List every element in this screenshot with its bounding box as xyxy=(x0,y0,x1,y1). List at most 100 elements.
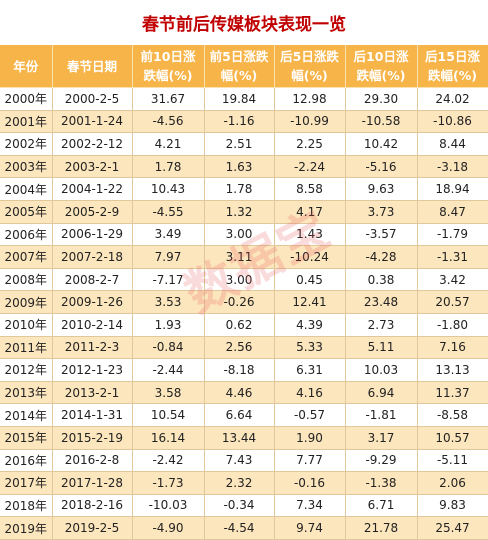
cell-year: 2009年 xyxy=(0,290,53,314)
cell-post15: 13.13 xyxy=(417,358,488,382)
cell-post10: 29.30 xyxy=(345,87,418,111)
cell-post15: -1.31 xyxy=(417,245,488,269)
cell-post5: 4.17 xyxy=(274,200,346,224)
cell-post10: -9.29 xyxy=(345,449,418,473)
cell-post5: -0.16 xyxy=(274,471,346,495)
cell-post10: 6.71 xyxy=(345,494,418,518)
cell-post15: 10.57 xyxy=(417,426,488,450)
cell-pre10: 1.93 xyxy=(132,313,205,337)
cell-year: 2005年 xyxy=(0,200,53,224)
table-row: 2005年 2005-2-9 -4.55 1.32 4.17 3.73 8.47 xyxy=(0,200,488,224)
table-title: 春节前后传媒板块表现一览 xyxy=(142,15,346,35)
cell-pre5: 2.32 xyxy=(204,471,275,495)
cell-post15: -1.80 xyxy=(417,313,488,337)
cell-date: 2011-2-3 xyxy=(52,336,133,360)
cell-post10: 3.17 xyxy=(345,426,418,450)
cell-year: 2007年 xyxy=(0,245,53,269)
cell-year: 2016年 xyxy=(0,449,53,473)
table-row: 2007年 2007-2-18 7.97 3.11 -10.24 -4.28 -1.31 xyxy=(0,245,488,269)
cell-post15: 8.47 xyxy=(417,200,488,224)
cell-post15: 3.42 xyxy=(417,268,488,292)
cell-post15: 18.94 xyxy=(417,177,488,201)
cell-post5: 1.43 xyxy=(274,223,346,247)
cell-post15: 25.47 xyxy=(417,516,488,540)
cell-post15: 8.44 xyxy=(417,132,488,156)
cell-pre5: 2.51 xyxy=(204,132,275,156)
cell-pre10: 10.54 xyxy=(132,403,205,427)
cell-post5: 9.74 xyxy=(274,516,346,540)
cell-pre5: -0.34 xyxy=(204,494,275,518)
table-row: 2008年 2008-2-7 -7.17 3.00 0.45 0.38 3.42 xyxy=(0,268,488,292)
cell-post15: -1.79 xyxy=(417,223,488,247)
cell-date: 2000-2-5 xyxy=(52,87,133,111)
cell-pre5: 0.62 xyxy=(204,313,275,337)
cell-post10: -10.58 xyxy=(345,110,418,134)
cell-pre5: 1.78 xyxy=(204,177,275,201)
cell-date: 2008-2-7 xyxy=(52,268,133,292)
cell-pre10: 3.53 xyxy=(132,290,205,314)
cell-post5: -2.24 xyxy=(274,155,346,179)
cell-pre10: -10.03 xyxy=(132,494,205,518)
cell-pre10: -4.90 xyxy=(132,516,205,540)
cell-post5: 12.41 xyxy=(274,290,346,314)
cell-year: 2008年 xyxy=(0,268,53,292)
cell-year: 2011年 xyxy=(0,336,53,360)
cell-date: 2013-2-1 xyxy=(52,381,133,405)
cell-year: 2013年 xyxy=(0,381,53,405)
cell-date: 2015-2-19 xyxy=(52,426,133,450)
table-row: 2001年 2001-1-24 -4.56 -1.16 -10.99 -10.58 -10.… xyxy=(0,110,488,134)
cell-post10: 10.42 xyxy=(345,132,418,156)
cell-post15: -5.11 xyxy=(417,449,488,473)
header-date: 春节日期 xyxy=(52,45,133,88)
header-pre10: 前10日涨 跌幅(%) xyxy=(132,45,205,88)
cell-post5: 6.31 xyxy=(274,358,346,382)
cell-post5: 7.34 xyxy=(274,494,346,518)
cell-date: 2002-2-12 xyxy=(52,132,133,156)
cell-post15: -3.18 xyxy=(417,155,488,179)
cell-year: 2012年 xyxy=(0,358,53,382)
cell-post10: -4.28 xyxy=(345,245,418,269)
cell-pre5: 3.11 xyxy=(204,245,275,269)
table-row: 2010年 2010-2-14 1.93 0.62 4.39 2.73 -1.80 xyxy=(0,313,488,337)
cell-pre5: 19.84 xyxy=(204,87,275,111)
cell-pre5: -1.16 xyxy=(204,110,275,134)
cell-pre10: -2.42 xyxy=(132,449,205,473)
cell-post5: 7.77 xyxy=(274,449,346,473)
table-row: 2000年 2000-2-5 31.67 19.84 12.98 29.30 24.02 xyxy=(0,87,488,111)
cell-post15: -10.86 xyxy=(417,110,488,134)
cell-post10: 23.48 xyxy=(345,290,418,314)
cell-pre5: 4.46 xyxy=(204,381,275,405)
cell-pre10: 3.49 xyxy=(132,223,205,247)
cell-post5: 1.90 xyxy=(274,426,346,450)
cell-post15: 11.37 xyxy=(417,381,488,405)
cell-post15: -8.58 xyxy=(417,403,488,427)
cell-date: 2014-1-31 xyxy=(52,403,133,427)
header-post10: 后10日涨 跌幅(%) xyxy=(345,45,418,88)
cell-year: 2019年 xyxy=(0,516,53,540)
table-row: 2003年 2003-2-1 1.78 1.63 -2.24 -5.16 -3.18 xyxy=(0,155,488,179)
cell-pre10: -4.55 xyxy=(132,200,205,224)
cell-date: 2005-2-9 xyxy=(52,200,133,224)
table-row: 2016年 2016-2-8 -2.42 7.43 7.77 -9.29 -5.11 xyxy=(0,449,488,473)
cell-post5: 4.16 xyxy=(274,381,346,405)
cell-post5: 8.58 xyxy=(274,177,346,201)
table-row: 2013年 2013-2-1 3.58 4.46 4.16 6.94 11.37 xyxy=(0,381,488,405)
cell-post10: 9.63 xyxy=(345,177,418,201)
cell-post5: -10.24 xyxy=(274,245,346,269)
cell-post15: 20.57 xyxy=(417,290,488,314)
cell-date: 2009-1-26 xyxy=(52,290,133,314)
cell-pre10: -7.17 xyxy=(132,268,205,292)
table-row: 2014年 2014-1-31 10.54 6.64 -0.57 -1.81 -8.58 xyxy=(0,403,488,427)
table-body: 2000年 2000-2-5 31.67 19.84 12.98 29.30 24.02 20… xyxy=(0,87,488,540)
cell-date: 2012-1-23 xyxy=(52,358,133,382)
cell-pre10: 4.21 xyxy=(132,132,205,156)
table-row: 2006年 2006-1-29 3.49 3.00 1.43 -3.57 -1.79 xyxy=(0,223,488,247)
cell-pre5: -0.26 xyxy=(204,290,275,314)
cell-pre10: 7.97 xyxy=(132,245,205,269)
cell-year: 2018年 xyxy=(0,494,53,518)
cell-pre5: 3.00 xyxy=(204,268,275,292)
cell-year: 2002年 xyxy=(0,132,53,156)
cell-date: 2007-2-18 xyxy=(52,245,133,269)
cell-post10: -1.38 xyxy=(345,471,418,495)
table-row: 2012年 2012-1-23 -2.44 -8.18 6.31 10.03 13.13 xyxy=(0,358,488,382)
